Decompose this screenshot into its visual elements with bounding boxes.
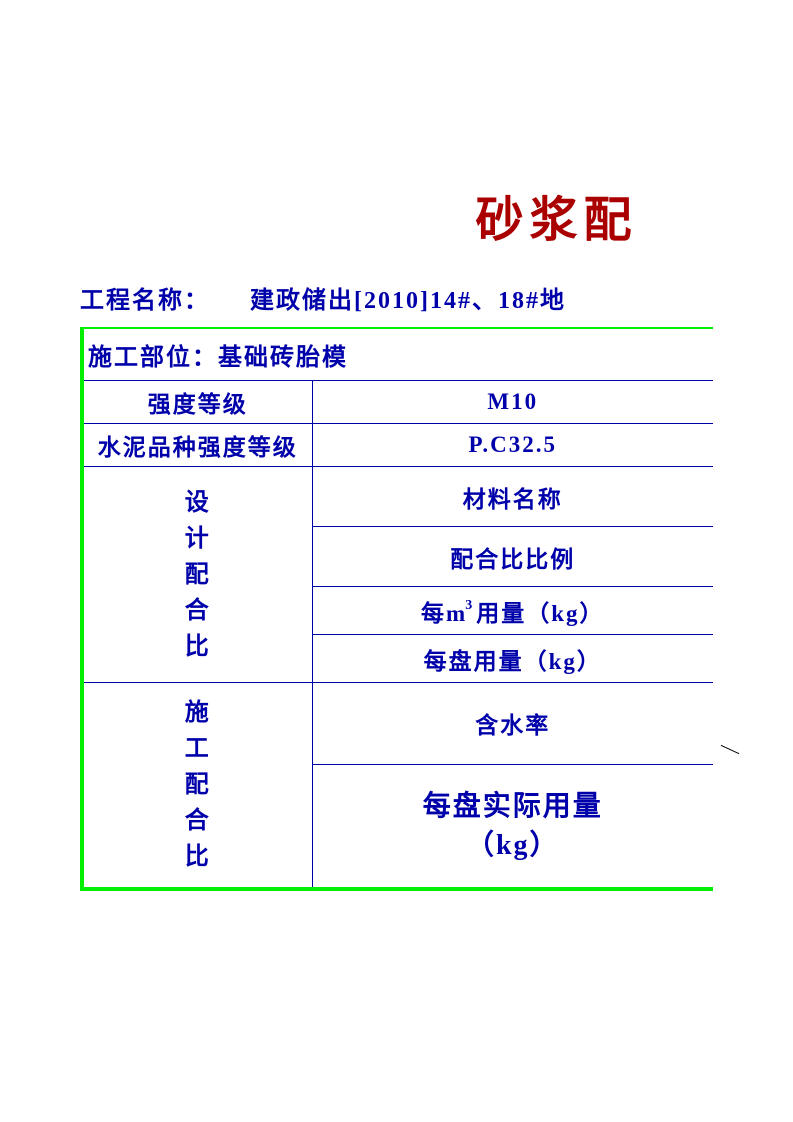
actual-per-batch-cell: 每盘实际用量 （kg） (312, 764, 713, 887)
strength-grade-label: 强度等级 (84, 381, 312, 424)
actual-per-batch-line2: （kg） (466, 830, 560, 861)
page-title: 砂浆配 (400, 180, 713, 250)
per-batch-cell: 每盘用量（kg） (312, 635, 713, 683)
construction-part-label: 施工部位： (88, 345, 218, 371)
construction-mix-label: 施 工 配 合 比 (84, 683, 312, 888)
project-value: 建政储出[2010]14#、18#地 (250, 288, 566, 314)
construction-part-value: 基础砖胎模 (218, 345, 348, 371)
table-wrapper: 施工部位：基础砖胎模 强度等级 M10 水泥品种强度等级 P.C32.5 设 计… (80, 327, 713, 891)
page-container: 砂浆配 工程名称： 建政储出[2010]14#、18#地 施工部位：基础砖胎模 强… (0, 0, 793, 891)
project-line: 工程名称： 建政储出[2010]14#、18#地 (80, 280, 713, 315)
cement-grade-value: P.C32.5 (312, 424, 713, 467)
actual-per-batch-line1: 每盘实际用量 (423, 791, 603, 822)
moisture-cell: 含水率 (312, 683, 713, 765)
design-mix-label: 设 计 配 合 比 (84, 467, 312, 683)
per-m3-cell: 每m3用量（kg） (312, 587, 713, 635)
per-m3-prefix: 每m (421, 601, 467, 626)
design-mix-row-1: 设 计 配 合 比 材料名称 (84, 467, 713, 527)
project-label: 工程名称： (80, 280, 210, 315)
per-m3-suffix: 用量（kg） (476, 601, 604, 626)
mix-ratio-table: 施工部位：基础砖胎模 强度等级 M10 水泥品种强度等级 P.C32.5 设 计… (84, 327, 713, 887)
mix-ratio-cell: 配合比比例 (312, 527, 713, 587)
cement-grade-label: 水泥品种强度等级 (84, 424, 312, 467)
cement-grade-row: 水泥品种强度等级 P.C32.5 (84, 424, 713, 467)
superscript-3: 3 (465, 598, 474, 613)
construction-part-row: 施工部位：基础砖胎模 (84, 328, 713, 381)
strength-grade-value: M10 (312, 381, 713, 424)
construction-mix-row-1: 施 工 配 合 比 含水率 (84, 683, 713, 765)
strength-grade-row: 强度等级 M10 (84, 381, 713, 424)
construction-part-cell: 施工部位：基础砖胎模 (84, 328, 713, 381)
material-name-cell: 材料名称 (312, 467, 713, 527)
